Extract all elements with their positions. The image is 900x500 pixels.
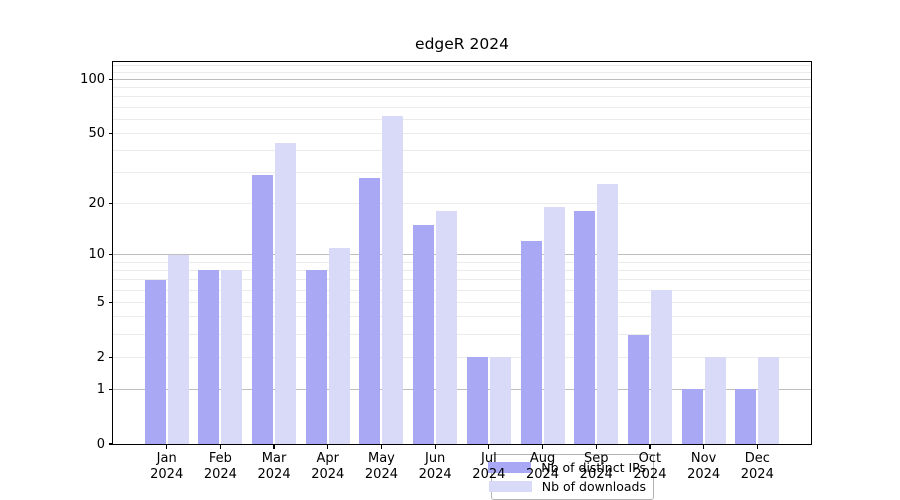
x-tick-label-may: May 2024 [364,451,398,482]
x-tick-apr [327,444,329,449]
x-tick-label-apr: Apr 2024 [311,451,345,482]
y-tick-2 [108,356,113,358]
gridline-minor-7 [113,279,811,281]
x-tick-label-jul: Jul 2024 [472,451,506,482]
bar-downloads-mar [275,143,297,444]
y-tick-label-100: 100 [80,71,105,87]
gridline-minor-6 [113,289,811,291]
y-tick-5 [108,301,113,304]
x-tick-feb [219,444,222,449]
x-tick-aug [541,444,544,449]
bar-distinct-ips-jun [413,225,435,444]
legend-label-downloads: Nb of downloads [541,478,646,494]
legend: Nb of distinct IPs Nb of downloads [488,454,654,500]
legend-label-distinct-ips: Nb of distinct IPs [541,460,646,476]
gridline-minor-5 [113,301,811,303]
x-tick-sep [595,444,597,449]
x-tick-label-oct: Oct 2024 [633,451,667,482]
plot-area: Nb of distinct IPs Nb of downloads [113,62,811,500]
y-tick-label-20: 20 [88,196,105,212]
x-tick-jan [166,444,168,449]
bar-downloads-dec [758,357,780,444]
legend-swatch-distinct-ips [488,462,532,474]
bar-distinct-ips-sep [574,211,596,444]
bar-distinct-ips-apr [305,270,327,444]
bar-distinct-ips-may [359,178,381,444]
x-tick-label-nov: Nov 2024 [687,451,721,482]
bar-distinct-ips-aug [520,241,542,444]
bar-downloads-nov [704,357,726,444]
x-tick-label-feb: Feb 2024 [203,451,237,482]
gridline-minor-20 [113,203,811,205]
x-tick-oct [649,444,651,449]
bar-downloads-oct [650,290,672,444]
x-tick-label-mar: Mar 2024 [257,451,291,482]
gridline-minor-40 [113,150,811,152]
gridline-major-100 [113,78,811,80]
bar-distinct-ips-jul [466,357,488,444]
x-tick-may [380,444,383,449]
bar-downloads-jan [167,254,189,444]
gridline-minor-30 [113,172,811,174]
bar-downloads-aug [543,207,565,444]
gridline-minor-3 [113,334,811,335]
bar-distinct-ips-nov [681,389,703,444]
gridline-minor-70 [113,106,811,108]
x-tick-label-dec: Dec 2024 [740,451,774,482]
y-tick-label-5: 5 [96,294,105,310]
y-tick-label-0: 0 [96,436,105,452]
bar-distinct-ips-dec [735,389,757,444]
bar-distinct-ips-feb [198,270,220,444]
y-tick-10 [108,253,113,256]
legend-item-downloads: Nb of downloads [488,478,646,494]
gridline-minor-90 [113,87,811,89]
gridline-major-1 [113,388,811,390]
x-tick-dec [756,444,758,449]
x-tick-label-aug: Aug 2024 [525,451,560,482]
gridline-minor-110 [113,71,811,73]
x-tick-mar [273,444,275,449]
x-tick-nov [702,444,705,449]
x-tick-jul [488,444,490,449]
chart-title: edgeR 2024 [415,35,509,53]
bar-downloads-jul [489,357,511,444]
y-tick-label-10: 10 [88,247,105,263]
y-tick-20 [108,202,113,205]
x-tick-label-jan: Jan 2024 [150,451,184,482]
y-tick-100 [108,78,113,81]
gridline-minor-120 [113,64,811,66]
y-tick-label-2: 2 [96,349,105,365]
x-tick-label-jun: Jun 2024 [418,451,452,482]
y-tick-0 [108,443,113,445]
bar-downloads-apr [328,247,350,444]
legend-item-distinct-ips: Nb of distinct IPs [488,460,646,476]
bar-distinct-ips-mar [252,175,274,444]
gridline-minor-9 [113,261,811,263]
y-tick-50 [108,132,113,135]
bar-distinct-ips-oct [627,334,649,444]
y-tick-1 [108,388,113,390]
y-tick-label-50: 50 [88,125,105,141]
legend-swatch-downloads [488,480,532,492]
gridline-major-10 [113,254,811,256]
gridline-minor-2 [113,356,811,358]
gridline-minor-8 [113,269,811,271]
y-tick-label-1: 1 [96,381,105,397]
gridline-minor-50 [113,132,811,134]
gridline-minor-80 [113,96,811,98]
x-tick-jun [434,444,436,449]
bar-downloads-jun [436,211,458,444]
gridline-minor-4 [113,316,811,318]
bar-downloads-may [382,115,404,444]
gridline-minor-60 [113,118,811,120]
bar-distinct-ips-jan [144,279,166,444]
x-tick-label-sep: Sep 2024 [579,451,613,482]
bar-downloads-sep [597,183,619,444]
bar-downloads-feb [221,270,243,444]
